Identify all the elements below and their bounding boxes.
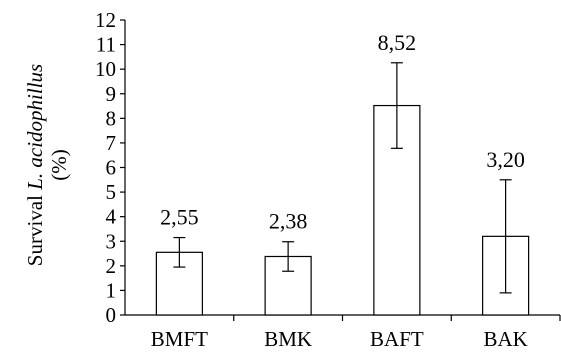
- value-label-bmk: 2,38: [269, 209, 308, 234]
- y-tick-label: 7: [106, 131, 117, 155]
- labels: 2,55 BMFT 2,38 BMK 8,52 BAFT 3,20 BAK: [151, 30, 528, 351]
- y-tick-label: 10: [95, 57, 116, 81]
- y-axis-label-line2: (%): [47, 149, 71, 180]
- y-tick-label: 12: [95, 8, 116, 32]
- x-tick-label-baft: BAFT: [370, 327, 424, 351]
- y-tick-label: 4: [106, 205, 117, 229]
- y-axis-label: Survival L. acidophillus (%): [23, 64, 71, 266]
- value-label-bak: 3,20: [486, 147, 525, 172]
- y-tick-label: 0: [106, 303, 117, 327]
- y-tick-label: 8: [106, 106, 117, 130]
- value-label-baft: 8,52: [378, 30, 417, 55]
- x-tick-label-bak: BAK: [483, 327, 527, 351]
- y-tick-label: 9: [106, 82, 117, 106]
- bars: [155, 62, 530, 316]
- value-label-bmft: 2,55: [160, 205, 199, 230]
- x-tick-label-bmft: BMFT: [151, 327, 208, 351]
- x-tick-label-bmk: BMK: [264, 327, 312, 351]
- y-tick-label: 5: [106, 180, 117, 204]
- y-tick-label: 3: [106, 229, 117, 253]
- bar-bmk: [264, 255, 312, 316]
- y-tick-label: 2: [106, 254, 117, 278]
- y-tick-label: 11: [96, 33, 116, 57]
- y-axis-label-line1: Survival L. acidophillus: [23, 64, 47, 266]
- y-tick-label: 6: [106, 156, 117, 180]
- y-tick-label: 1: [106, 278, 117, 302]
